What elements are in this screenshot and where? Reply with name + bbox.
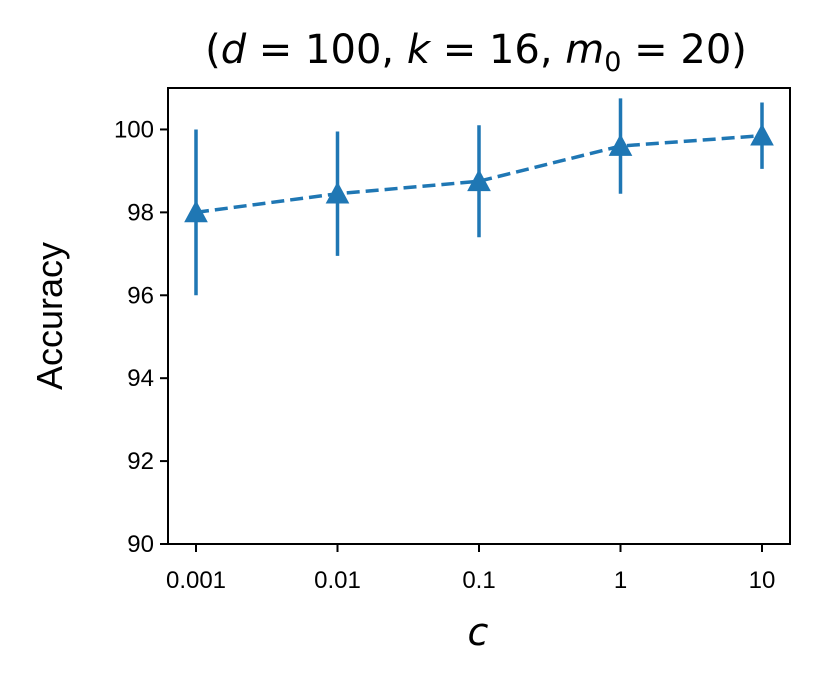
data-point-marker	[467, 169, 491, 192]
x-axis-label: c	[468, 610, 489, 654]
data-point-marker	[184, 200, 208, 223]
x-tick-label: 10	[749, 567, 776, 594]
data-point-marker	[608, 133, 633, 156]
title-part: = 20)	[621, 27, 746, 73]
y-axis-label: Accuracy	[29, 242, 70, 390]
data-point-marker	[750, 123, 774, 146]
y-tick-label: 100	[114, 116, 154, 143]
y-tick-label: 96	[127, 282, 154, 309]
title-part: = 16,	[430, 27, 565, 73]
y-tick-label: 90	[127, 531, 154, 558]
chart-title: (d = 100, k = 16, m0 = 20)	[205, 27, 747, 78]
title-part: k	[407, 27, 432, 73]
x-tick-label: 0.01	[314, 567, 361, 594]
series-line	[195, 133, 763, 215]
title-part: 0	[604, 47, 621, 78]
title-part: = 100,	[246, 27, 407, 73]
title-part: d	[221, 27, 247, 73]
title-part: m	[565, 27, 604, 73]
x-tick-label: 0.1	[462, 567, 495, 594]
series-layer	[184, 98, 774, 296]
x-axis-ticks: 0.001 0.01 0.1 1 10	[166, 544, 775, 594]
y-tick-label: 92	[127, 448, 154, 475]
y-axis-ticks: 90 92 94 96 98 100	[114, 116, 168, 558]
title-part: (	[205, 27, 221, 73]
y-tick-label: 94	[127, 365, 154, 392]
x-tick-label: 1	[614, 567, 627, 594]
data-point-marker	[325, 181, 350, 204]
y-tick-label: 98	[127, 199, 154, 226]
x-tick-label: 0.001	[166, 567, 226, 594]
